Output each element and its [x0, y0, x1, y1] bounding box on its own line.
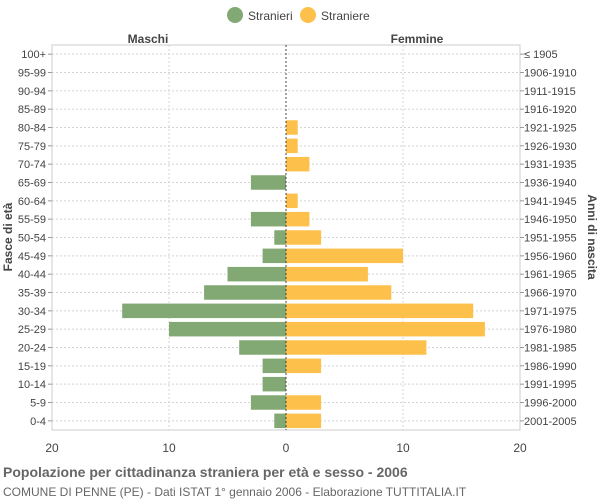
- legend-label-straniere: Straniere: [321, 9, 370, 23]
- age-label-15-19: 15-19: [18, 361, 46, 373]
- birth-year-label-25-29: 1976-1980: [524, 324, 577, 336]
- age-label-0-4: 0-4: [30, 416, 46, 428]
- x-tick-label: 0: [283, 441, 290, 455]
- age-label-55-59: 55-59: [18, 214, 46, 226]
- bar-female-30-34: [286, 303, 474, 319]
- bar-male-65-69: [250, 175, 286, 190]
- birth-year-label-75-79: 1926-1930: [524, 141, 577, 153]
- x-tick-label: 10: [162, 441, 176, 455]
- age-label-90-94: 90-94: [18, 86, 46, 98]
- bar-female-40-44: [286, 266, 368, 282]
- bar-male-25-29: [169, 321, 286, 337]
- birth-year-label-95-99: 1906-1910: [524, 68, 577, 80]
- birth-year-label-35-39: 1966-1970: [524, 288, 577, 300]
- birth-year-label-65-69: 1936-1940: [524, 178, 577, 190]
- bar-male-50-54: [274, 230, 286, 245]
- right-header: Femmine: [391, 32, 444, 46]
- bar-female-80-84: [286, 120, 298, 135]
- x-tick-label: 20: [513, 441, 527, 455]
- age-label-60-64: 60-64: [18, 196, 46, 208]
- legend-marker-straniere: [300, 7, 316, 23]
- birth-year-label-10-14: 1991-1995: [524, 379, 577, 391]
- bar-female-75-79: [286, 138, 298, 154]
- birth-year-label-80-84: 1921-1925: [524, 123, 577, 135]
- birth-year-label-50-54: 1951-1955: [524, 233, 577, 245]
- bar-male-45-49: [262, 248, 286, 264]
- bar-female-70-74: [286, 156, 310, 172]
- bar-male-20-24: [239, 340, 286, 355]
- bar-male-55-59: [250, 211, 286, 227]
- age-label-50-54: 50-54: [18, 233, 46, 245]
- age-label-95-99: 95-99: [18, 68, 46, 80]
- birth-year-label-45-49: 1956-1960: [524, 251, 577, 263]
- age-label-75-79: 75-79: [18, 141, 46, 153]
- bar-male-0-4: [274, 413, 286, 429]
- age-label-10-14: 10-14: [18, 379, 46, 391]
- birth-year-label-55-59: 1946-1950: [524, 214, 577, 226]
- age-label-45-49: 45-49: [18, 251, 46, 263]
- x-tick-label: 20: [45, 441, 59, 455]
- bar-male-15-19: [262, 358, 286, 374]
- bar-female-45-49: [286, 248, 403, 264]
- bar-female-15-19: [286, 358, 322, 374]
- bar-female-35-39: [286, 285, 392, 300]
- birth-year-label-20-24: 1981-1985: [524, 343, 577, 355]
- bar-male-35-39: [204, 285, 286, 300]
- bar-male-10-14: [262, 376, 286, 392]
- birth-year-label-70-74: 1931-1935: [524, 159, 577, 171]
- legend-label-stranieri: Stranieri: [248, 9, 293, 23]
- y-axis-label-left: Fasce di età: [1, 202, 15, 271]
- age-label-65-69: 65-69: [18, 178, 46, 190]
- age-label-80-84: 80-84: [18, 123, 46, 135]
- birth-year-label-30-34: 1971-1975: [524, 306, 577, 318]
- bar-female-0-4: [286, 413, 322, 429]
- age-label-20-24: 20-24: [18, 343, 46, 355]
- chart-subtitle: COMUNE DI PENNE (PE) - Dati ISTAT 1° gen…: [3, 485, 467, 499]
- bar-female-50-54: [286, 230, 322, 245]
- legend-marker-stranieri: [227, 7, 243, 23]
- bar-male-5-9: [250, 395, 286, 410]
- bar-male-40-44: [227, 266, 286, 282]
- birth-year-label-15-19: 1986-1990: [524, 361, 577, 373]
- age-label-5-9: 5-9: [30, 398, 46, 410]
- birth-year-label-0-4: 2001-2005: [524, 416, 577, 428]
- x-tick-label: 10: [396, 441, 410, 455]
- age-label-85-89: 85-89: [18, 104, 46, 116]
- age-label-70-74: 70-74: [18, 159, 46, 171]
- bar-female-20-24: [286, 340, 427, 355]
- birth-year-label-40-44: 1961-1965: [524, 269, 577, 281]
- bar-male-30-34: [122, 303, 286, 319]
- birth-year-label-5-9: 1996-2000: [524, 398, 577, 410]
- chart-title: Popolazione per cittadinanza straniera p…: [3, 464, 408, 480]
- age-label-100+: 100+: [21, 49, 46, 61]
- birth-year-label-100+: ≤ 1905: [524, 49, 558, 61]
- bar-female-55-59: [286, 211, 310, 227]
- bar-female-25-29: [286, 321, 485, 337]
- birth-year-label-90-94: 1911-1915: [524, 86, 576, 98]
- bar-female-5-9: [286, 395, 322, 410]
- birth-year-label-85-89: 1916-1920: [524, 104, 577, 116]
- birth-year-label-60-64: 1941-1945: [524, 196, 577, 208]
- age-label-30-34: 30-34: [18, 306, 46, 318]
- bar-female-60-64: [286, 193, 298, 209]
- age-label-25-29: 25-29: [18, 324, 46, 336]
- age-label-35-39: 35-39: [18, 288, 46, 300]
- age-label-40-44: 40-44: [18, 269, 46, 281]
- y-axis-label-right: Anni di nascita: [585, 194, 599, 280]
- left-header: Maschi: [128, 32, 169, 46]
